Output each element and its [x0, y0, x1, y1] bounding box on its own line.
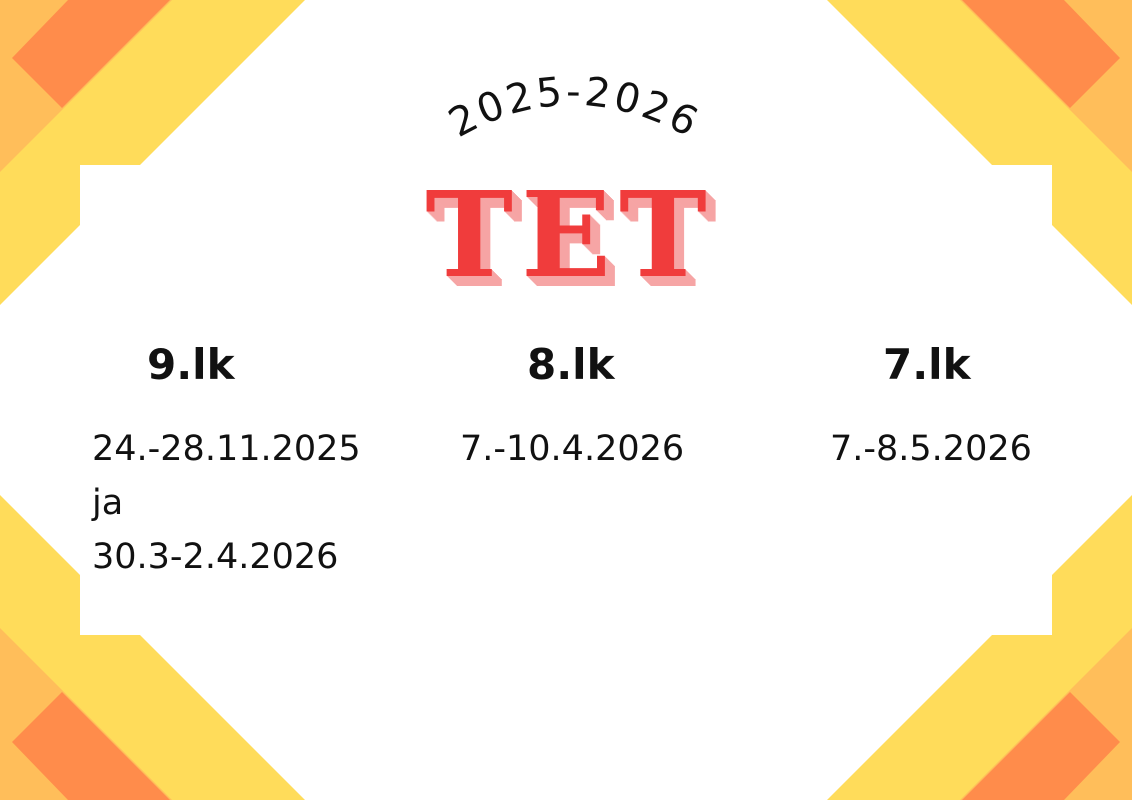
- grade-label: 7.lk: [883, 340, 971, 389]
- date-item: 7.-10.4.2026: [460, 429, 685, 469]
- year-heading: 2025-2026: [442, 69, 708, 148]
- date-item: 7.-8.5.2026: [830, 429, 1032, 469]
- corner-bottom-right: [827, 495, 1132, 800]
- page-title: TET: [425, 165, 715, 304]
- date-list: 7.-8.5.2026: [830, 422, 1032, 476]
- grade-label: 8.lk: [527, 340, 615, 389]
- date-item: ja: [92, 483, 124, 523]
- date-list: 7.-10.4.2026: [460, 422, 684, 476]
- date-item: 30.3-2.4.2026: [92, 537, 339, 577]
- grade-label: 9.lk: [147, 340, 235, 389]
- date-list: 24.-28.11.2025 ja 30.3-2.4.2026: [92, 422, 361, 584]
- date-item: 24.-28.11.2025: [92, 429, 361, 469]
